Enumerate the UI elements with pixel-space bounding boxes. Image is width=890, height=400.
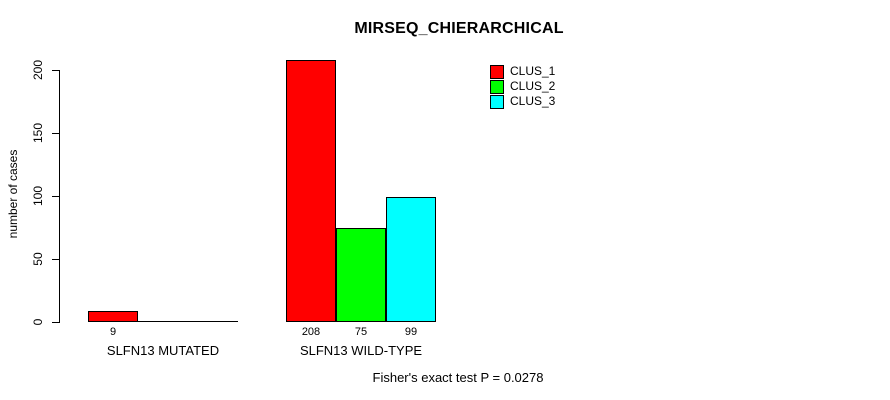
bar-value-label: 99 [404, 326, 418, 338]
y-axis-line [59, 70, 60, 323]
legend-label: CLUS_3 [510, 94, 556, 108]
legend-label: CLUS_1 [510, 64, 556, 78]
y-tick-label: 150 [31, 122, 45, 144]
bar-zero-line [188, 321, 238, 322]
group-label: SLFN13 MUTATED [106, 343, 220, 358]
group-label: SLFN13 WILD-TYPE [299, 343, 423, 358]
legend-row: CLUS_2 [490, 79, 555, 94]
bar-value-label: 9 [109, 326, 117, 338]
y-tick [52, 133, 59, 134]
y-tick-label: 0 [31, 318, 45, 326]
annotation-text: Fisher's exact test P = 0.0278 [372, 370, 544, 385]
y-tick-label: 100 [31, 185, 45, 207]
y-tick [52, 70, 59, 71]
bar-value-label: 208 [301, 326, 321, 338]
y-tick-label: 200 [31, 59, 45, 81]
legend-row: CLUS_3 [490, 94, 555, 109]
legend-swatch [490, 79, 504, 94]
y-tick-label: 50 [31, 252, 45, 266]
legend-row: CLUS_1 [490, 64, 555, 79]
legend-swatch [490, 64, 504, 79]
bar-zero-line [138, 321, 188, 322]
y-tick [52, 196, 59, 197]
legend: CLUS_1 CLUS_2 CLUS_3 [490, 64, 555, 109]
y-axis-label: number of cases [6, 149, 20, 239]
legend-label: CLUS_2 [510, 79, 556, 93]
chart-title: MIRSEQ_CHIERARCHICAL [354, 20, 564, 37]
legend-swatch [490, 94, 504, 109]
bar [88, 310, 138, 322]
bar [286, 59, 336, 322]
y-tick [52, 259, 59, 260]
bar [336, 227, 386, 322]
bar-value-label: 75 [354, 326, 368, 338]
bar [386, 197, 436, 322]
y-tick [52, 322, 59, 323]
